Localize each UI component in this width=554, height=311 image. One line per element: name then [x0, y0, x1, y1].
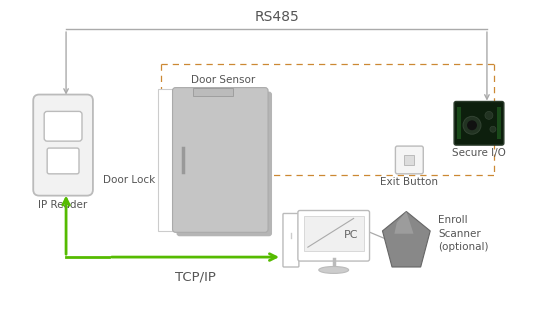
Ellipse shape [319, 267, 348, 273]
Text: IP Reader: IP Reader [38, 200, 88, 210]
FancyBboxPatch shape [157, 89, 176, 231]
Bar [193, 88, 233, 95]
Text: TCP/IP: TCP/IP [175, 271, 216, 284]
FancyBboxPatch shape [172, 88, 268, 232]
Text: RS485: RS485 [255, 10, 299, 24]
FancyBboxPatch shape [404, 155, 414, 165]
Polygon shape [382, 211, 430, 267]
Circle shape [463, 116, 481, 134]
Bar [304, 216, 363, 251]
Text: Enroll
Scanner
(optional): Enroll Scanner (optional) [438, 216, 489, 252]
Polygon shape [394, 211, 413, 234]
Circle shape [485, 111, 493, 119]
FancyBboxPatch shape [396, 146, 423, 174]
Text: PC: PC [345, 230, 359, 240]
Circle shape [467, 120, 477, 130]
FancyBboxPatch shape [47, 148, 79, 174]
Text: Door Sensor: Door Sensor [191, 75, 255, 85]
FancyBboxPatch shape [298, 211, 370, 261]
Text: Secure I/O: Secure I/O [452, 148, 506, 158]
FancyBboxPatch shape [33, 95, 93, 196]
FancyBboxPatch shape [283, 213, 299, 267]
Bar [497, 107, 501, 139]
Bar [457, 107, 461, 139]
Text: Door Lock: Door Lock [104, 175, 156, 185]
FancyBboxPatch shape [44, 111, 82, 141]
Circle shape [490, 126, 496, 132]
Text: Exit Button: Exit Button [381, 177, 438, 187]
FancyBboxPatch shape [454, 101, 504, 145]
FancyBboxPatch shape [177, 91, 272, 236]
